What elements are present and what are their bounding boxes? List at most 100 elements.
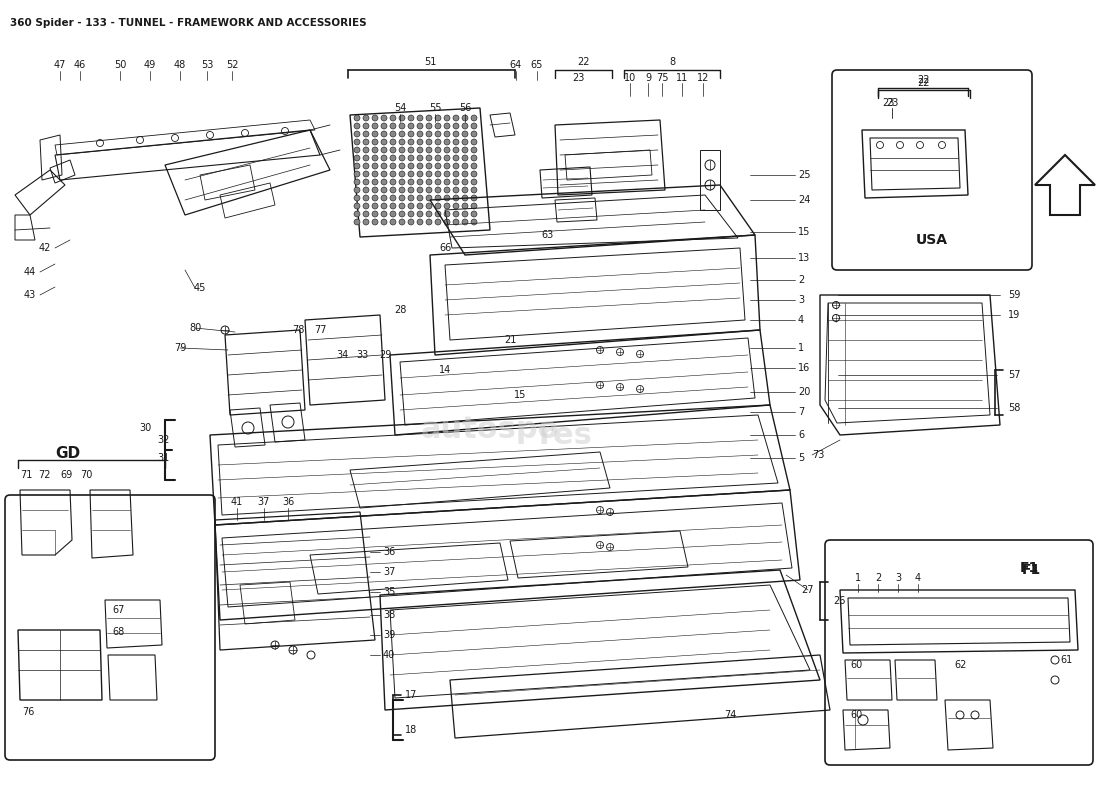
Circle shape (417, 219, 424, 225)
Circle shape (462, 123, 468, 129)
Circle shape (426, 203, 432, 209)
Circle shape (408, 147, 414, 153)
Circle shape (381, 115, 387, 121)
Circle shape (434, 147, 441, 153)
Text: 2: 2 (874, 573, 881, 583)
Circle shape (453, 123, 459, 129)
Circle shape (381, 187, 387, 193)
Text: 15: 15 (798, 227, 811, 237)
Circle shape (381, 123, 387, 129)
Circle shape (444, 219, 450, 225)
Circle shape (434, 139, 441, 145)
Circle shape (372, 203, 378, 209)
Text: 6: 6 (798, 430, 804, 440)
Text: 4: 4 (798, 315, 804, 325)
Text: 78: 78 (292, 325, 305, 335)
Circle shape (426, 123, 432, 129)
Circle shape (434, 211, 441, 217)
Circle shape (453, 187, 459, 193)
Circle shape (453, 139, 459, 145)
Text: 4: 4 (915, 573, 921, 583)
Text: 20: 20 (798, 387, 811, 397)
Text: 3: 3 (895, 573, 901, 583)
Circle shape (390, 163, 396, 169)
Circle shape (408, 171, 414, 177)
Circle shape (417, 155, 424, 161)
Circle shape (354, 179, 360, 185)
Text: 73: 73 (812, 450, 824, 460)
Circle shape (363, 219, 368, 225)
Circle shape (390, 131, 396, 137)
Circle shape (390, 211, 396, 217)
Circle shape (408, 179, 414, 185)
Text: 12: 12 (696, 73, 710, 83)
Circle shape (363, 171, 368, 177)
Text: 60: 60 (850, 660, 862, 670)
Circle shape (417, 187, 424, 193)
Circle shape (462, 155, 468, 161)
Circle shape (399, 163, 405, 169)
Circle shape (453, 195, 459, 201)
Text: 74: 74 (724, 710, 736, 720)
Circle shape (462, 187, 468, 193)
Circle shape (399, 123, 405, 129)
Circle shape (426, 179, 432, 185)
Circle shape (390, 171, 396, 177)
Circle shape (417, 147, 424, 153)
Circle shape (354, 123, 360, 129)
Circle shape (471, 115, 477, 121)
Circle shape (417, 139, 424, 145)
Circle shape (363, 163, 368, 169)
Text: 75: 75 (656, 73, 669, 83)
Circle shape (399, 115, 405, 121)
Circle shape (408, 195, 414, 201)
Circle shape (381, 179, 387, 185)
Text: 80: 80 (189, 323, 201, 333)
Circle shape (453, 131, 459, 137)
Circle shape (462, 195, 468, 201)
Circle shape (390, 203, 396, 209)
Circle shape (390, 195, 396, 201)
Circle shape (471, 171, 477, 177)
Circle shape (434, 195, 441, 201)
Text: 60: 60 (850, 710, 862, 720)
Circle shape (408, 211, 414, 217)
Circle shape (354, 171, 360, 177)
Text: 67: 67 (112, 605, 124, 615)
Circle shape (390, 187, 396, 193)
Circle shape (354, 163, 360, 169)
Circle shape (399, 211, 405, 217)
Circle shape (399, 219, 405, 225)
Text: 2: 2 (798, 275, 804, 285)
Circle shape (381, 155, 387, 161)
Circle shape (444, 203, 450, 209)
Circle shape (363, 187, 368, 193)
Text: 26: 26 (833, 596, 846, 606)
Text: 66: 66 (439, 243, 451, 253)
Text: 79: 79 (174, 343, 186, 353)
Text: 31: 31 (157, 453, 169, 463)
Circle shape (381, 219, 387, 225)
Circle shape (462, 211, 468, 217)
Circle shape (390, 219, 396, 225)
Circle shape (390, 155, 396, 161)
Circle shape (408, 219, 414, 225)
Circle shape (408, 115, 414, 121)
Circle shape (471, 211, 477, 217)
Circle shape (363, 115, 368, 121)
Text: 54: 54 (394, 103, 406, 113)
Circle shape (363, 203, 368, 209)
Circle shape (426, 163, 432, 169)
Circle shape (372, 171, 378, 177)
Circle shape (390, 179, 396, 185)
Text: 37: 37 (383, 567, 395, 577)
Text: 58: 58 (1008, 403, 1021, 413)
Circle shape (372, 211, 378, 217)
Text: 35: 35 (383, 587, 395, 597)
Circle shape (444, 139, 450, 145)
Text: 43: 43 (24, 290, 36, 300)
Text: 77: 77 (314, 325, 327, 335)
Text: 7: 7 (798, 407, 804, 417)
Circle shape (434, 123, 441, 129)
Circle shape (462, 179, 468, 185)
